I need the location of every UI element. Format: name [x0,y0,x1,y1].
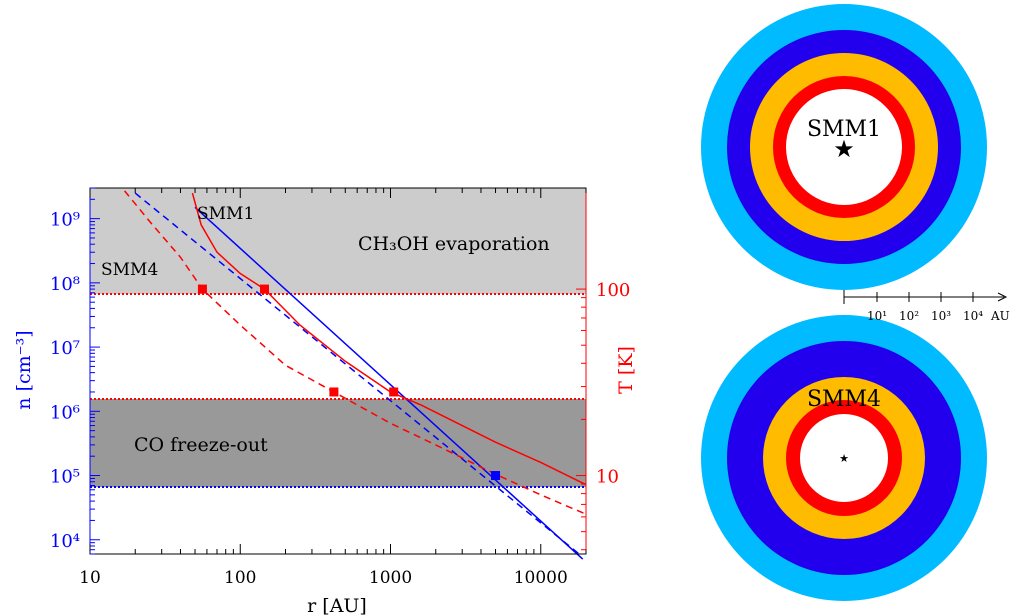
scale-bar-tick-label: 10¹ [867,309,887,323]
right-axis-label: T [K] [615,346,637,394]
y-tick-label: 10⁶ [50,402,80,423]
smm1-star-icon: ★ [833,135,855,163]
x-tick-label: 1000 [369,568,412,588]
x-tick-label: 100 [224,568,256,588]
smm4-star-icon: ★ [839,452,849,465]
annotation-smm4: SMM4 [101,260,158,280]
band-label-evaporation: CH₃OH evaporation [358,233,550,255]
right-tick-label: 100 [596,280,630,301]
series-smm4-temperature [124,190,587,515]
band-label-freeze-out: CO freeze-out [134,434,268,456]
left-axis-label: n [cm⁻³] [13,330,35,409]
series-smm1-temperature [191,192,587,486]
x-tick-label: 10000 [514,568,568,588]
smm1-core [786,89,902,205]
diagram-smm4: SMM4 ★ [701,315,987,601]
y-tick-label: 10⁸ [50,274,80,295]
marker-1 [260,284,270,294]
smm4-core [800,414,888,502]
band-ch3oh-evaporation [90,188,586,294]
annotation-smm1: SMM1 [197,204,254,224]
scale-bar-tick-label: 10³ [931,309,951,323]
y-tick-label: 10⁹ [50,210,80,231]
smm1-label: SMM1 [807,117,881,142]
y-tick-label: 10⁴ [50,531,80,552]
scale-bar: 10¹ 10² 10³ 10⁴ AU [843,290,1010,323]
right-tick-label: 10 [596,467,619,488]
x-tick-label: 10 [79,568,101,588]
scale-bar-arrow [997,292,1008,302]
x-axis-label: r [AU] [307,595,367,615]
scale-bar-tick-label: 10² [899,309,919,323]
marker-2 [329,387,339,397]
y-tick-label: 10⁵ [50,467,80,488]
y-tick-label: 10⁷ [50,338,80,359]
marker-4 [491,471,501,481]
marker-3 [389,387,399,397]
diagram-smm1: SMM1★ [701,4,987,290]
series-smm1-density [194,206,584,560]
scale-bar-tick-label: 10⁴ [963,309,983,323]
band-co-freeze-out [90,399,586,487]
marker-0 [197,284,207,294]
smm4-label: SMM4 [807,387,881,412]
scale-bar-unit: AU [990,309,1010,323]
